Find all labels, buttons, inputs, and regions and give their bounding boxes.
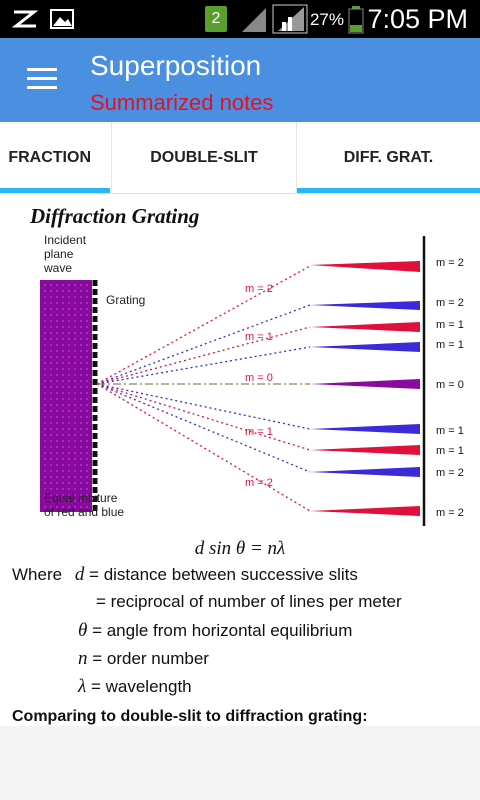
app-bar: Superposition Summarized notes [0, 38, 480, 122]
tab-label: FRACTION [8, 149, 91, 166]
order-label: m = 1 [245, 331, 273, 343]
order-label: m = 2 [436, 257, 464, 269]
order-label: m = 1 [436, 445, 464, 457]
var-n: n [78, 648, 88, 669]
order-label: m = 2 [436, 507, 464, 519]
signal-z-icon [12, 10, 38, 28]
order-label: m = 1 [436, 425, 464, 437]
incident-label: Incident [44, 233, 87, 247]
image-icon [50, 9, 74, 29]
var-lambda: λ [78, 676, 87, 697]
tab-bar: FRACTION DOUBLE-SLIT DIFF. GRAT. [0, 122, 480, 194]
tab-diffraction[interactable]: FRACTION [0, 122, 112, 194]
definition-d: Where d = distance between successive sl… [12, 564, 358, 586]
definition-lambda: λ = wavelength [78, 676, 192, 698]
battery-percent: 27% [309, 10, 344, 29]
order-label: m = 1 [245, 426, 273, 438]
var-d: d [74, 564, 85, 585]
tab-indicator-left [0, 188, 110, 193]
app-title: Superposition [90, 50, 262, 81]
status-left-icons [12, 8, 76, 30]
clock: 7:05 PM [367, 4, 468, 34]
mixture-label: of red and blue [44, 505, 124, 519]
grating-formula: d sin θ = nλ [194, 538, 286, 559]
section-heading: Diffraction Grating [30, 204, 200, 228]
theta-definition: = angle from horizontal equilibrium [92, 621, 353, 640]
d-definition-alt: = reciprocal of number of lines per mete… [96, 592, 402, 611]
menu-icon[interactable] [27, 68, 57, 92]
definition-theta: θ = angle from horizontal equilibrium [78, 620, 352, 642]
status-bar: 2 27% 7:05 PM [0, 0, 480, 38]
rays [96, 265, 311, 512]
notes-content[interactable]: Diffraction Grating Incident plane wave … [0, 194, 480, 726]
d-definition: = distance between successive slits [89, 565, 358, 584]
definition-n: n = order number [78, 648, 209, 670]
tab-label: DOUBLE-SLIT [150, 149, 258, 166]
incident-label: wave [43, 261, 72, 275]
definition-d-alt: = reciprocal of number of lines per mete… [96, 592, 402, 612]
data-signal-icon [272, 4, 308, 34]
order-label: m = 0 [245, 372, 273, 384]
tab-double-slit[interactable]: DOUBLE-SLIT [112, 122, 297, 194]
var-theta: θ [78, 620, 88, 641]
app-subtitle: Summarized notes [90, 90, 274, 115]
diffraction-diagram: Incident plane wave Grating Equal mixtur… [40, 233, 464, 526]
order-label: m = 2 [436, 297, 464, 309]
incident-wave-block [40, 280, 92, 512]
where-label: Where [12, 565, 63, 584]
mixture-label: Equal mixture [44, 491, 118, 505]
tab-label: DIFF. GRAT. [343, 149, 434, 166]
comparison-heading: Comparing to double-slit to diffraction … [12, 708, 368, 725]
order-label: m = 2 [245, 283, 273, 295]
interference-maxima [310, 261, 420, 516]
n-definition: = order number [92, 649, 209, 668]
order-label: m = 0 [436, 379, 464, 391]
tab-diff-grat[interactable]: DIFF. GRAT. [297, 122, 480, 194]
notification-badge: 2 [205, 6, 227, 32]
grating-label: Grating [106, 293, 145, 307]
lambda-definition: = wavelength [90, 677, 192, 696]
order-label: m = 1 [436, 339, 464, 351]
battery-icon [348, 6, 364, 34]
signal-strength-icon [242, 8, 266, 32]
order-label: m = 1 [436, 319, 464, 331]
order-label: m = 2 [245, 477, 273, 489]
tab-indicator-selected [297, 188, 480, 193]
order-label: m = 2 [436, 467, 464, 479]
incident-label: plane [44, 247, 74, 261]
